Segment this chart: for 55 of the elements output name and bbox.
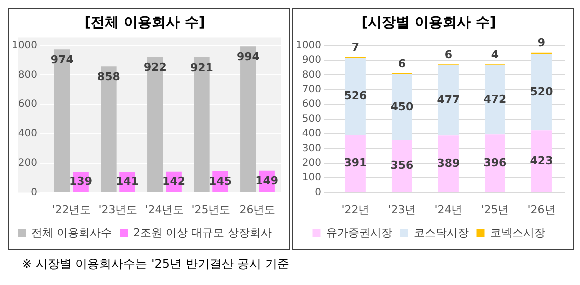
x-tick-label: '22년도	[52, 203, 92, 216]
x-tick-label: '23년도	[98, 203, 138, 216]
data-label: 356	[390, 159, 414, 172]
data-label: 6	[444, 48, 453, 62]
y-tick-label: 800	[18, 70, 38, 81]
x-tick-label: '23년	[388, 203, 416, 216]
data-label: 858	[97, 70, 120, 84]
chart-title: [전체 이용회사 수]	[84, 15, 206, 32]
y-tick-label: 0	[315, 187, 322, 198]
y-tick-label: 900	[302, 55, 322, 66]
data-label: 520	[530, 85, 554, 98]
x-tick-label: '25년	[481, 203, 510, 216]
data-label: 477	[437, 93, 460, 106]
y-tick-label: 600	[302, 99, 322, 110]
x-tick-label: '26년	[528, 203, 556, 216]
y-tick-label: 400	[302, 128, 322, 140]
data-label: 6	[398, 57, 406, 70]
legend-label: 코넥스시장	[490, 226, 546, 240]
y-tick-label: 300	[302, 143, 322, 154]
x-tick-label: '22년	[342, 203, 370, 216]
text: ※ 시장별 이용회사수는 '25년 반기결산 공시 기준	[22, 256, 291, 273]
data-label: 4	[491, 48, 500, 62]
y-tick-label: 500	[302, 114, 322, 125]
x-tick-label: '24년도	[145, 203, 184, 216]
data-label: 391	[344, 156, 368, 170]
legend-label: 전체 이용회사수	[32, 226, 112, 240]
data-label: 7	[352, 40, 360, 54]
data-label: 922	[144, 61, 167, 74]
data-label: 921	[190, 61, 214, 74]
y-tick-label: 200	[18, 158, 38, 169]
data-label: 526	[344, 90, 368, 103]
data-label: 423	[530, 154, 554, 168]
data-label: 450	[390, 100, 414, 114]
y-tick-label: 600	[18, 99, 38, 110]
y-tick-label: 800	[302, 70, 322, 81]
y-tick-label: 200	[302, 158, 322, 169]
data-label: 389	[437, 156, 460, 170]
x-tick-label: '24년	[434, 203, 463, 216]
data-label: 472	[484, 92, 507, 106]
y-tick-label: 700	[302, 84, 322, 96]
chart-title: [시장별 이용회사 수]	[362, 15, 496, 32]
legend-label: 코스닥시장	[414, 226, 469, 240]
x-tick-label: 26년도	[240, 203, 276, 216]
data-label: 396	[484, 156, 508, 170]
y-tick-label: 1000	[12, 40, 38, 52]
data-label: 994	[236, 50, 260, 64]
x-tick-label: '25년도	[192, 203, 231, 216]
legend-label: 2조원 이상 대규모 상장회사	[134, 226, 272, 240]
y-tick-label: 1000	[296, 40, 322, 52]
y-tick-label: 0	[31, 187, 38, 198]
data-label: 9	[538, 36, 546, 50]
data-label: 974	[50, 53, 74, 66]
y-tick-label: 400	[18, 128, 38, 140]
y-tick-label: 100	[302, 172, 322, 184]
legend-label: 유가증권시장	[326, 226, 392, 240]
